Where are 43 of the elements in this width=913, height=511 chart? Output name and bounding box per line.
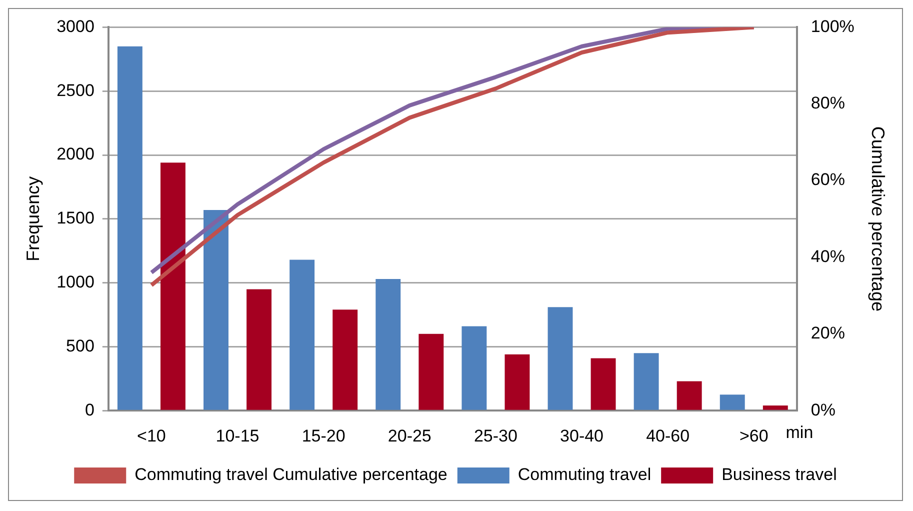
- bar: [332, 310, 358, 410]
- y-tick-label: 500: [66, 336, 94, 356]
- x-tick-label: 30-40: [560, 426, 604, 446]
- x-tick-label: <10: [137, 426, 166, 446]
- y2-tick-label: 80%: [810, 94, 845, 113]
- legend-label: Business travel: [722, 465, 837, 484]
- bar: [418, 334, 444, 410]
- y2-tick-label: 40%: [810, 246, 845, 266]
- legend-label: Commuting travel Cumulative percentage: [134, 465, 448, 484]
- y-tick-label: 0: [84, 400, 94, 420]
- y2-tick-label: 0%: [810, 400, 836, 420]
- x-axis-title: min: [786, 422, 814, 442]
- bar: [548, 307, 573, 410]
- bar: [204, 210, 228, 410]
- y-tick-label: 1500: [56, 208, 94, 228]
- bar: [676, 381, 702, 410]
- x-tick-label: 40-60: [646, 426, 690, 446]
- x-tick-label: 10-15: [216, 426, 260, 446]
- y-tick-label: 3000: [56, 16, 94, 36]
- bar: [504, 354, 530, 410]
- bar: [117, 46, 142, 410]
- bar: [290, 260, 315, 410]
- legend-label: Commuting travel: [518, 465, 652, 484]
- bar: [720, 394, 745, 410]
- y-tick-label: 2500: [56, 80, 94, 100]
- x-tick-label: 25-30: [474, 426, 518, 446]
- bar: [246, 289, 272, 410]
- y2-axis-title: Cumulative percentage: [868, 126, 888, 312]
- y2-tick-label: 60%: [810, 170, 845, 190]
- bar: [762, 405, 788, 410]
- y2-tick-label: 100%: [810, 16, 854, 36]
- y-tick-label: 2000: [56, 144, 94, 164]
- y-tick-label: 1000: [56, 272, 94, 292]
- bar: [376, 278, 401, 410]
- x-tick-label: >60: [739, 426, 768, 446]
- x-tick-label: 20-25: [388, 426, 432, 446]
- y2-tick-label: 20%: [810, 324, 845, 343]
- bar: [590, 358, 616, 410]
- y-axis-title: Frequency: [22, 176, 43, 262]
- bar: [160, 162, 186, 410]
- bar: [634, 353, 659, 410]
- bar: [462, 326, 487, 410]
- x-tick-label: 15-20: [302, 426, 346, 446]
